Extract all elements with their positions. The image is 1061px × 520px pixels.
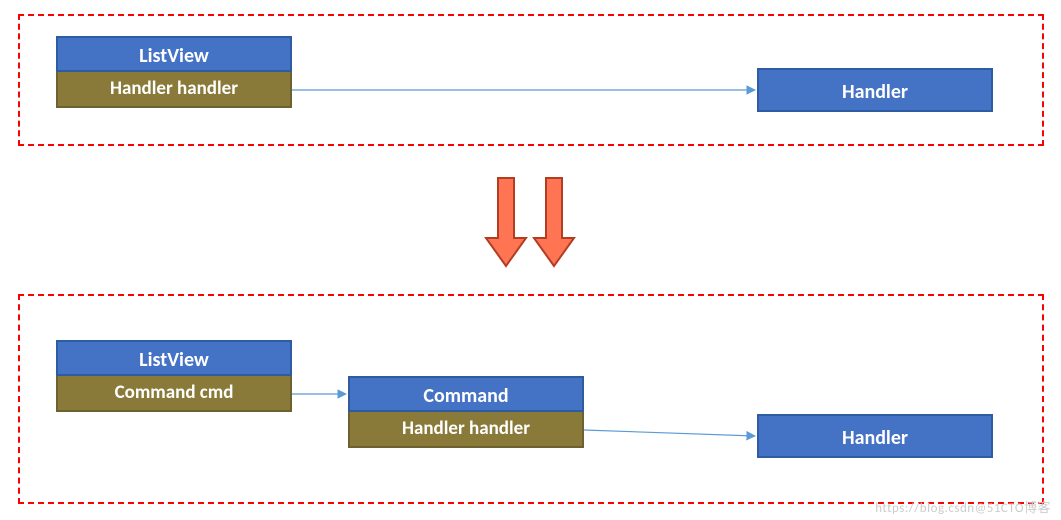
node-header: Handler <box>757 414 993 458</box>
node-bottom-command: Command Handler handler <box>348 376 584 448</box>
node-header: Handler <box>757 68 993 112</box>
down-arrow-icon <box>486 178 526 266</box>
node-header: ListView <box>56 36 292 72</box>
down-arrow-icon <box>534 178 574 266</box>
node-field: Command cmd <box>56 376 292 412</box>
watermark: https://blog.csdn@51CTO博客 <box>875 497 1051 516</box>
node-header: ListView <box>56 340 292 376</box>
node-header: Command <box>348 376 584 412</box>
node-field: Handler handler <box>348 412 584 448</box>
node-bottom-handler: Handler <box>757 414 993 458</box>
node-field: Handler handler <box>56 72 292 108</box>
node-bottom-listview: ListView Command cmd <box>56 340 292 412</box>
node-top-listview: ListView Handler handler <box>56 36 292 108</box>
node-top-handler: Handler <box>757 68 993 112</box>
